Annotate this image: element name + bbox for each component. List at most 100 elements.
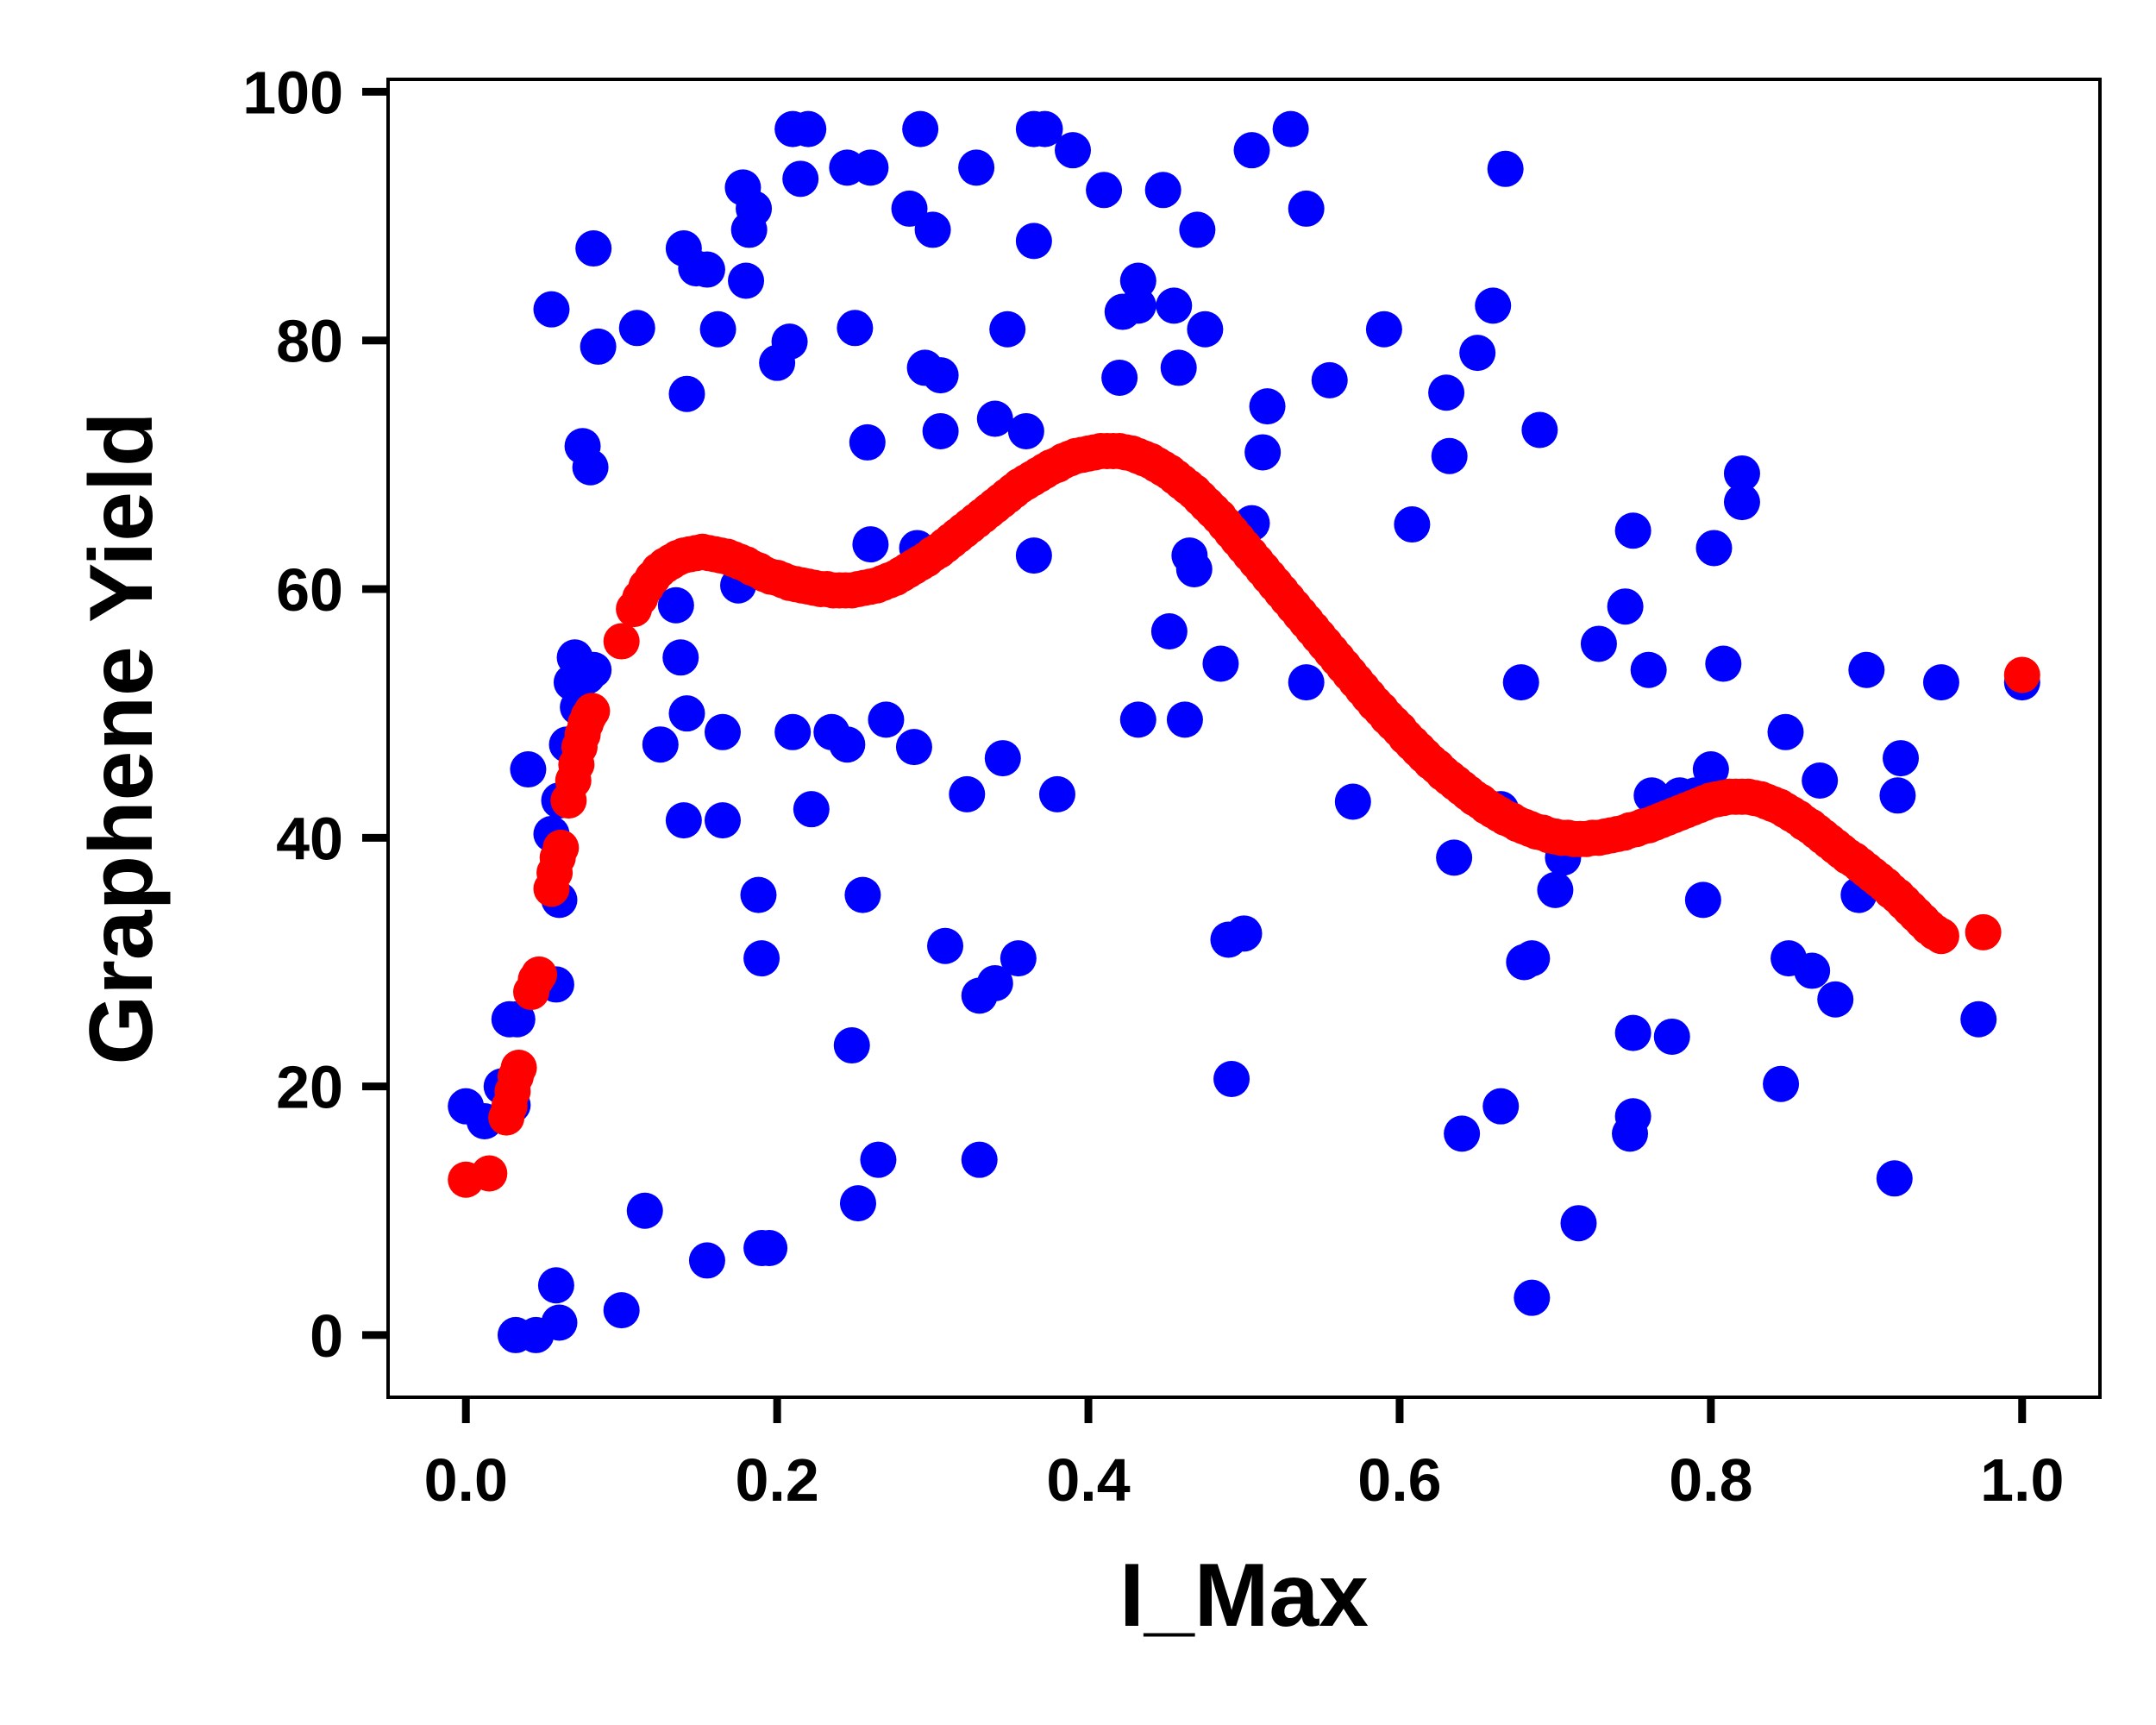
data-point bbox=[1817, 981, 1854, 1018]
y-tick-label: 0 bbox=[310, 1302, 343, 1370]
data-point bbox=[927, 927, 964, 964]
data-point bbox=[837, 310, 874, 347]
data-point bbox=[728, 262, 765, 299]
data-point bbox=[1695, 530, 1733, 567]
data-point bbox=[1213, 1060, 1250, 1097]
data-point bbox=[668, 695, 705, 732]
data-point bbox=[782, 160, 819, 198]
data-point bbox=[1960, 1000, 1997, 1038]
series-2 bbox=[448, 433, 2040, 1198]
data-point bbox=[1444, 1115, 1481, 1152]
plot-frame bbox=[386, 78, 2102, 1399]
data-point bbox=[1475, 287, 1512, 324]
data-point bbox=[542, 829, 580, 866]
data-point bbox=[1272, 110, 1309, 147]
data-point bbox=[790, 110, 827, 147]
data-point bbox=[665, 802, 702, 839]
data-point bbox=[1965, 913, 2002, 950]
data-point bbox=[1580, 625, 1617, 662]
data-point bbox=[1684, 881, 1721, 919]
data-point bbox=[668, 375, 705, 412]
x-tick-label: 1.0 bbox=[1980, 1446, 2064, 1514]
data-point bbox=[688, 251, 725, 288]
data-point bbox=[774, 713, 812, 750]
data-point bbox=[1015, 537, 1052, 574]
y-tick-label: 100 bbox=[242, 59, 343, 126]
data-point bbox=[1311, 361, 1348, 398]
data-point bbox=[1249, 388, 1286, 425]
x-tick-label: 0.2 bbox=[735, 1446, 818, 1514]
data-point bbox=[1119, 262, 1156, 299]
data-point bbox=[1288, 664, 1325, 701]
data-point bbox=[1144, 172, 1181, 209]
data-point bbox=[1614, 512, 1651, 549]
data-point bbox=[771, 323, 808, 361]
data-point bbox=[844, 876, 881, 913]
data-point bbox=[1428, 374, 1465, 411]
data-point bbox=[1614, 1014, 1651, 1051]
data-point bbox=[868, 701, 905, 738]
y-tick-label: 40 bbox=[276, 805, 343, 872]
data-point bbox=[1692, 751, 1729, 788]
series-1 bbox=[448, 110, 2040, 1353]
data-point bbox=[976, 964, 1013, 1001]
x-tick-label: 0.4 bbox=[1046, 1446, 1130, 1514]
data-point bbox=[736, 190, 773, 227]
data-point bbox=[922, 412, 959, 449]
data-point bbox=[1179, 211, 1216, 248]
data-point bbox=[1288, 190, 1325, 227]
data-point bbox=[1150, 613, 1188, 650]
data-point bbox=[1007, 412, 1044, 449]
data-point bbox=[1883, 740, 1920, 777]
ticks-layer: 0.0 0.2 0.4 0.6 0.8 1.0 0 20 40 60 80 100 bbox=[242, 59, 2064, 1514]
data-point bbox=[688, 1242, 725, 1279]
data-point bbox=[1848, 651, 1885, 688]
data-point bbox=[1166, 701, 1203, 738]
data-point bbox=[1607, 588, 1644, 625]
data-point bbox=[902, 110, 939, 147]
y-tick-label: 80 bbox=[276, 308, 343, 375]
data-point bbox=[976, 400, 1013, 437]
data-point bbox=[1026, 110, 1063, 147]
data-point bbox=[1038, 775, 1075, 812]
y-axis-label: Graphene Yield bbox=[72, 411, 172, 1064]
data-point bbox=[572, 448, 609, 486]
data-point bbox=[662, 639, 699, 676]
data-point bbox=[1767, 713, 1804, 750]
data-point bbox=[1560, 1205, 1597, 1242]
data-point bbox=[961, 1141, 998, 1178]
data-point bbox=[1653, 1018, 1690, 1055]
data-point bbox=[1614, 1098, 1651, 1135]
data-point bbox=[1922, 918, 1959, 955]
data-point bbox=[541, 1304, 578, 1341]
data-point bbox=[829, 726, 866, 763]
data-point bbox=[1630, 651, 1667, 688]
data-point bbox=[852, 149, 889, 186]
data-point bbox=[860, 1141, 897, 1178]
data-point bbox=[833, 1027, 870, 1064]
data-point bbox=[537, 1267, 574, 1304]
data-point bbox=[1487, 150, 1524, 187]
data-point bbox=[575, 230, 612, 267]
data-point bbox=[471, 1155, 508, 1192]
data-point bbox=[498, 1000, 536, 1038]
data-point bbox=[1187, 310, 1224, 348]
data-point bbox=[1156, 287, 1193, 324]
data-point bbox=[1119, 701, 1156, 738]
data-point bbox=[1482, 1088, 1520, 1125]
data-point bbox=[699, 310, 736, 348]
data-point bbox=[852, 526, 889, 563]
data-point bbox=[1879, 777, 1916, 814]
data-point bbox=[1160, 349, 1197, 386]
data-point bbox=[575, 651, 612, 688]
data-point bbox=[895, 729, 932, 766]
data-point bbox=[1086, 172, 1123, 209]
y-tick-label: 60 bbox=[276, 556, 343, 624]
data-point bbox=[1244, 434, 1282, 471]
data-point bbox=[891, 190, 928, 227]
data-point bbox=[949, 775, 986, 812]
data-point bbox=[1521, 411, 1558, 448]
data-point bbox=[743, 940, 780, 977]
y-tick-label: 20 bbox=[276, 1054, 343, 1121]
data-point bbox=[839, 1185, 876, 1222]
